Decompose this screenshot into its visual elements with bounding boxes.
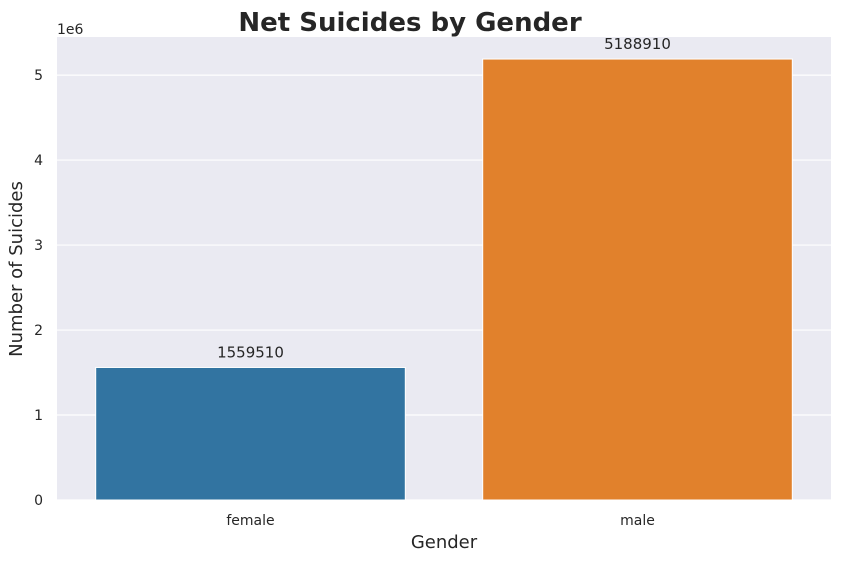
y-axis-label: Number of Suicides	[6, 181, 27, 357]
x-tick-label-male: male	[620, 513, 655, 529]
y-tick-label: 1	[34, 408, 43, 424]
data-labels: 1559510 5188910	[217, 35, 671, 361]
y-tick-label: 5	[34, 68, 43, 84]
y-tick-label: 2	[34, 323, 43, 339]
x-tick-labels: female male	[226, 513, 655, 529]
x-axis-label: Gender	[411, 532, 478, 553]
data-label-male: 5188910	[604, 35, 671, 53]
y-tick-label: 0	[34, 493, 43, 509]
bar-male	[482, 58, 793, 501]
data-label-female: 1559510	[217, 343, 284, 361]
bar-female	[95, 366, 406, 501]
chart-title: Net Suicides by Gender	[238, 8, 581, 38]
y-tick-labels: 0 1 2 3 4 5	[34, 68, 43, 509]
y-tick-label: 3	[34, 238, 43, 254]
y-axis-offset-label: 1e6	[57, 22, 84, 38]
y-tick-label: 4	[34, 153, 43, 169]
bars	[95, 58, 793, 501]
x-tick-label-female: female	[226, 513, 274, 529]
